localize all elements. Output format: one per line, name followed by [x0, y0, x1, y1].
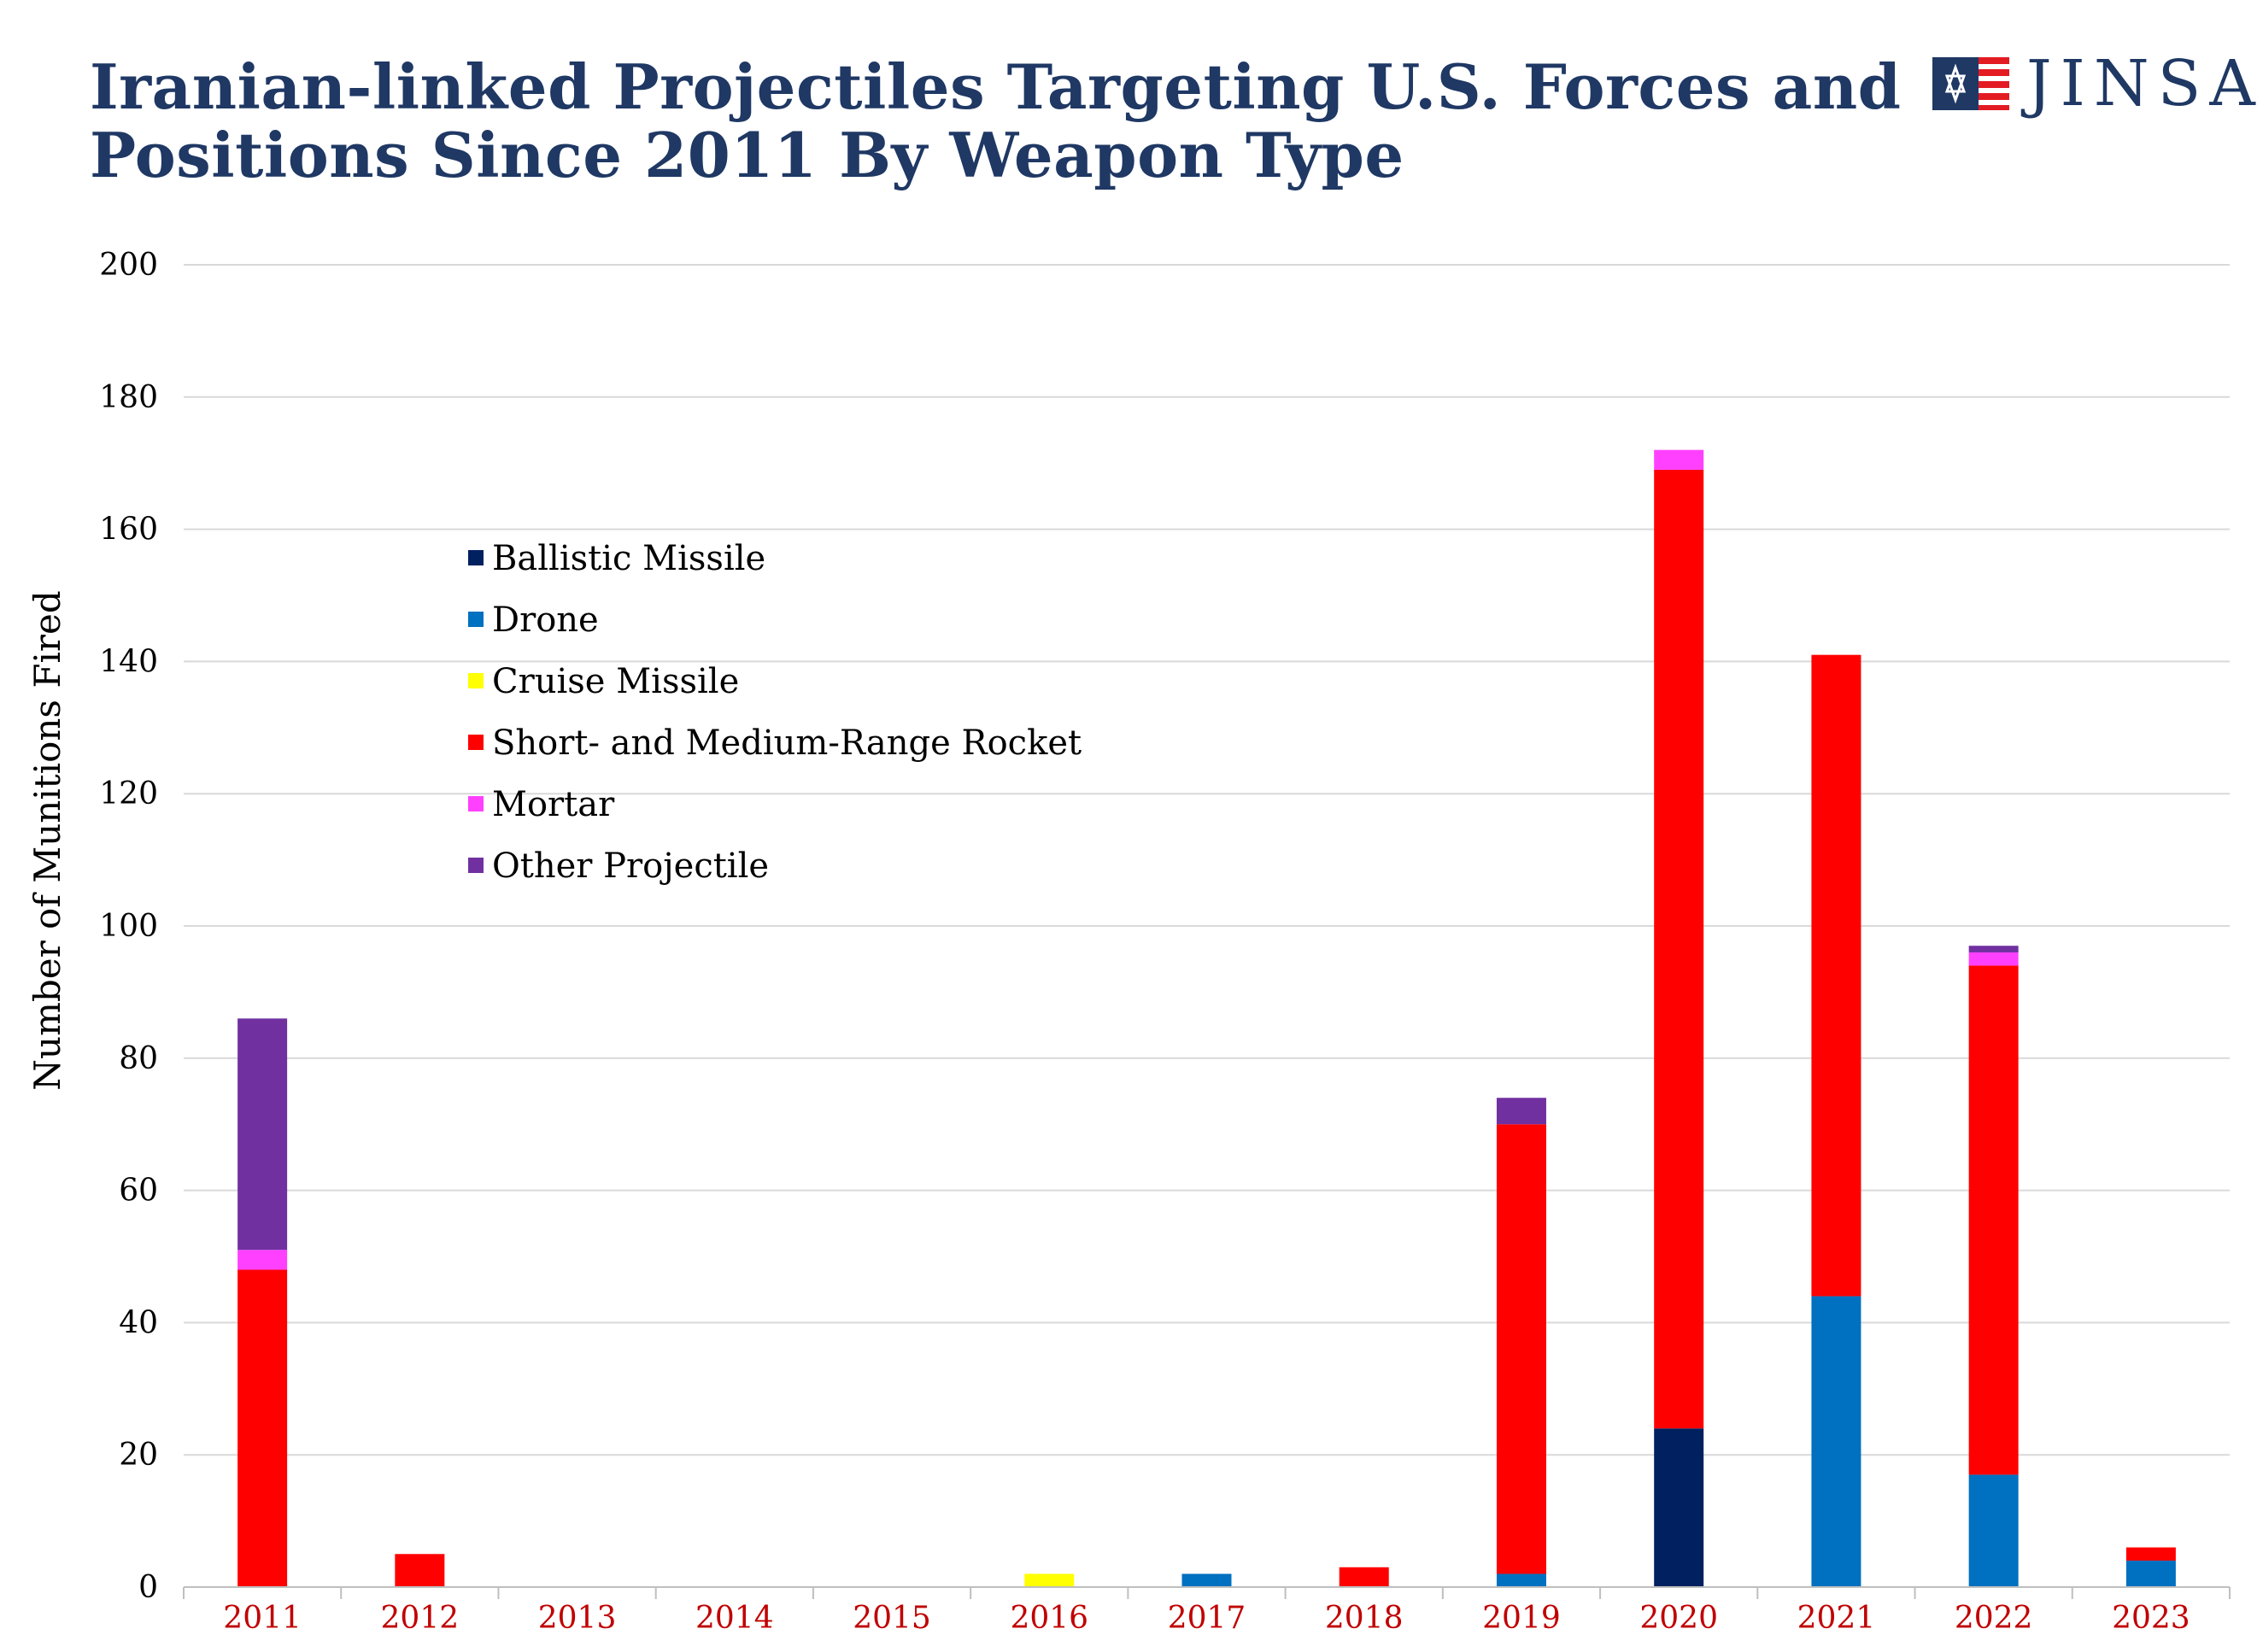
y-tick-label: 80: [119, 1041, 158, 1076]
x-tick-label: 2023: [2112, 1601, 2190, 1636]
bars: [237, 449, 2176, 1587]
x-tick-label: 2013: [538, 1601, 617, 1636]
bar-segment: [2125, 1561, 2176, 1587]
legend-label: Drone: [492, 600, 599, 640]
x-tick-label: 2020: [1639, 1601, 1718, 1636]
bar-segment: [1968, 1474, 2019, 1587]
legend-label: Ballistic Missile: [492, 539, 765, 578]
y-tick-label: 200: [99, 248, 158, 283]
bar-segment: [2125, 1547, 2176, 1561]
x-tick-label: 2018: [1325, 1601, 1404, 1636]
x-tick-label: 2012: [381, 1601, 460, 1636]
x-tick-label: 2015: [853, 1601, 931, 1636]
y-tick-label: 120: [99, 776, 158, 811]
bar-segment: [1496, 1573, 1546, 1587]
x-axis: 2011 2012 2013 2014 2015 2016 2017 2018 2019 2020…: [183, 1586, 2231, 1636]
bar-segment: [1654, 469, 1704, 1429]
bar-segment: [1496, 1098, 1546, 1125]
y-tick-label: 140: [99, 644, 158, 679]
legend-swatch: [468, 796, 484, 811]
bar-segment: [395, 1554, 445, 1587]
legend-swatch: [468, 612, 484, 627]
x-tick-label: 2019: [1482, 1601, 1561, 1636]
y-axis-ticks: 0 20 40 60 80 100 120 140 160 180 200: [99, 248, 158, 1605]
bar-segment: [1811, 1296, 1861, 1587]
legend-label: Mortar: [492, 785, 615, 824]
bar-segment: [237, 1269, 288, 1587]
y-tick-label: 180: [99, 380, 158, 415]
y-tick-label: 160: [99, 513, 158, 548]
bar-segment: [1024, 1573, 1075, 1587]
bar-segment: [1811, 654, 1861, 1297]
gridlines: [184, 264, 2230, 1456]
bar-segment: [1968, 946, 2019, 952]
legend-label: Other Projectile: [492, 847, 769, 886]
x-tick-label: 2021: [1797, 1601, 1876, 1636]
bar-segment: [1654, 1428, 1704, 1587]
legend-swatch: [468, 858, 484, 873]
chart-title: Iranian-linked Projectiles Targeting U.S…: [90, 50, 1902, 191]
x-tick-label: 2017: [1168, 1601, 1246, 1636]
legend-label: Cruise Missile: [492, 662, 739, 701]
bar-segment: [237, 1018, 288, 1251]
bar-segment: [1496, 1124, 1546, 1574]
y-tick-label: 100: [99, 909, 158, 944]
legend-label: Short- and Medium-Range Rocket: [492, 723, 1082, 763]
y-axis-label: Number of Munitions Fired: [26, 590, 68, 1090]
y-tick-label: 60: [119, 1174, 158, 1209]
bar-segment: [237, 1250, 288, 1270]
jinsa-logo: JINSA: [1932, 47, 2263, 120]
x-tick-label: 2014: [695, 1601, 774, 1636]
legend-swatch: [468, 550, 484, 565]
x-tick-label: 2016: [1010, 1601, 1088, 1636]
y-tick-label: 0: [138, 1570, 158, 1605]
legend-swatch: [468, 735, 484, 750]
x-tick-label: 2011: [223, 1601, 302, 1636]
bar-segment: [1968, 965, 2019, 1475]
bar-segment: [1339, 1567, 1389, 1587]
bar-segment: [1654, 449, 1704, 470]
legend: Ballistic Missile Drone Cruise Missile Shor…: [468, 539, 1082, 886]
legend-swatch: [468, 673, 484, 688]
y-tick-label: 40: [119, 1305, 158, 1340]
star-of-david-flag-icon: [1932, 57, 2009, 110]
bar-segment: [1181, 1573, 1232, 1587]
x-tick-label: 2022: [1955, 1601, 2033, 1636]
y-tick-label: 20: [119, 1438, 158, 1473]
logo-text: JINSA: [2026, 47, 2263, 120]
bar-segment: [1968, 952, 2019, 966]
